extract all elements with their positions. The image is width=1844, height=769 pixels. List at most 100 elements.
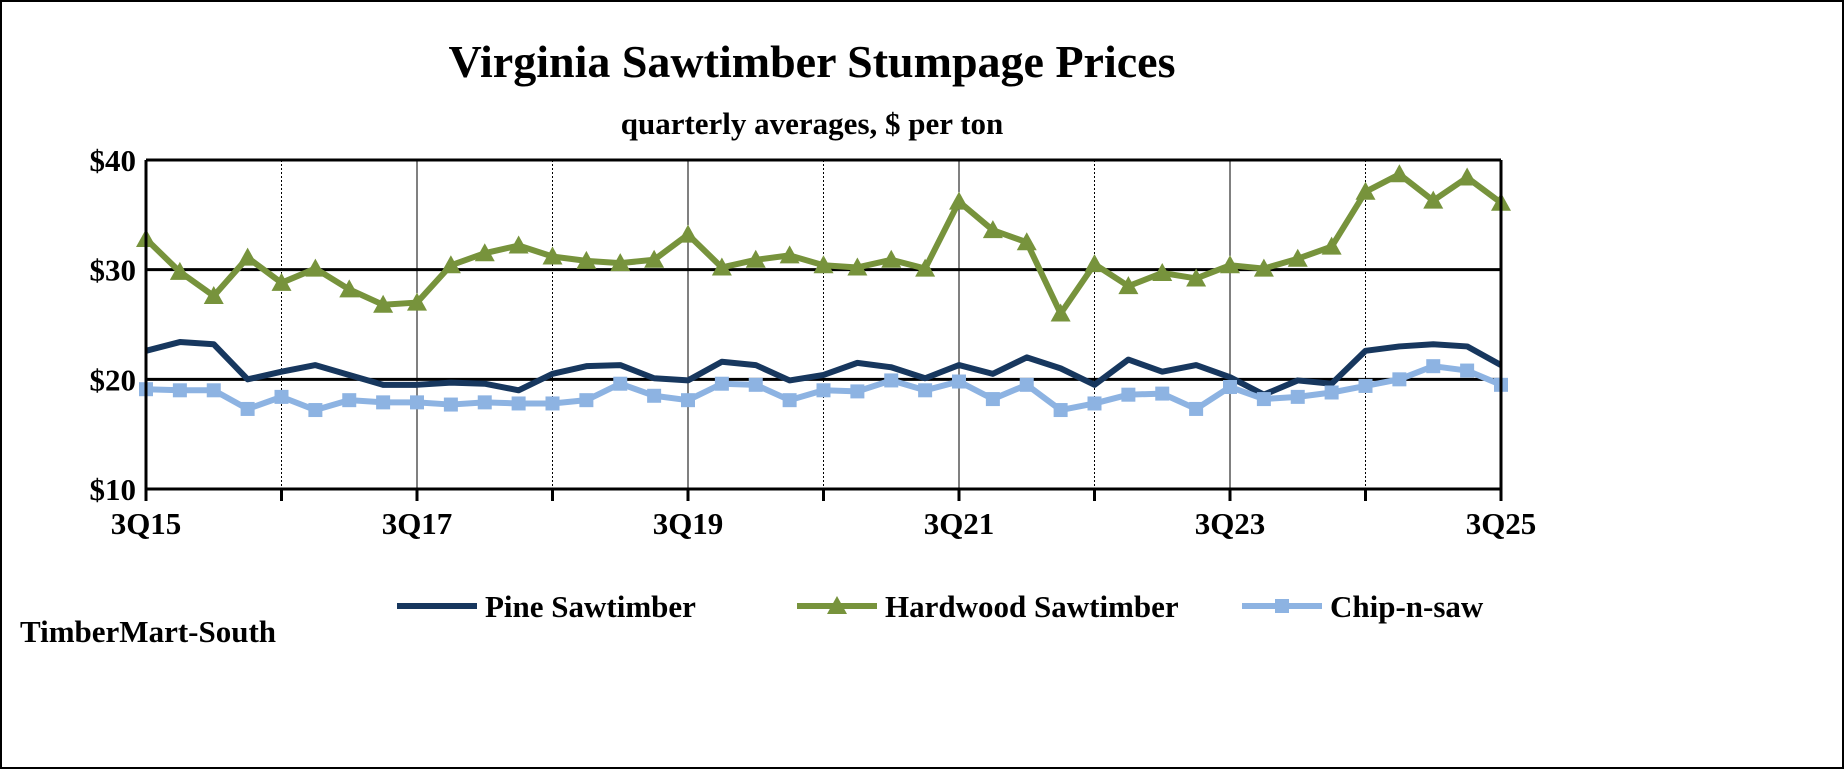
square-marker	[1324, 385, 1339, 400]
triangle-marker	[1253, 258, 1274, 277]
x-tick-label: 3Q17	[382, 506, 453, 541]
triangle-marker	[711, 257, 732, 276]
source-label: TimberMart-South	[20, 614, 276, 649]
x-tick-label: 3Q15	[111, 506, 182, 541]
triangle-marker	[1321, 236, 1342, 255]
triangle-marker	[1050, 303, 1071, 322]
legend-item: Hardwood Sawtimber	[797, 589, 1179, 624]
triangle-marker	[745, 249, 766, 268]
square-marker	[545, 396, 560, 411]
triangle-marker	[576, 250, 597, 269]
square-marker	[985, 392, 1000, 407]
triangle-marker	[1084, 254, 1105, 273]
square-marker	[308, 403, 323, 418]
triangle-marker	[542, 246, 563, 265]
x-tick-label: 3Q25	[1466, 506, 1537, 541]
triangle-marker	[982, 220, 1003, 239]
triangle-marker	[881, 249, 902, 268]
square-marker	[1392, 372, 1407, 387]
square-marker	[1155, 386, 1170, 401]
square-marker	[816, 383, 831, 398]
triangle-marker	[1389, 164, 1410, 183]
legend-item: Chip-n-saw	[1242, 589, 1484, 624]
legend-label: Hardwood Sawtimber	[885, 589, 1179, 624]
square-marker	[1275, 599, 1289, 613]
square-marker	[884, 373, 899, 388]
square-marker	[918, 383, 933, 398]
triangle-marker	[827, 596, 847, 614]
square-marker	[613, 376, 628, 391]
triangle-marker	[339, 279, 360, 298]
triangle-marker	[1457, 167, 1478, 186]
square-marker	[782, 393, 797, 408]
triangle-marker	[203, 285, 224, 304]
square-marker	[647, 388, 662, 403]
triangle-marker	[1220, 255, 1240, 274]
square-marker	[410, 395, 424, 410]
y-tick-label: $40	[90, 143, 137, 178]
triangle-marker	[305, 258, 326, 277]
x-tick-label: 3Q19	[653, 506, 724, 541]
square-marker	[714, 376, 729, 391]
triangle-marker	[644, 249, 665, 268]
triangle-marker	[610, 253, 631, 272]
triangle-marker	[949, 191, 969, 210]
square-marker	[376, 395, 391, 410]
square-marker	[748, 377, 763, 392]
triangle-marker	[1016, 232, 1037, 251]
y-tick-label: $20	[90, 362, 137, 397]
square-marker	[1019, 377, 1034, 392]
square-marker	[1358, 378, 1373, 393]
y-tick-label: $30	[90, 253, 137, 288]
triangle-marker	[847, 257, 868, 276]
triangle-marker	[271, 272, 292, 291]
triangle-marker	[169, 261, 190, 280]
chart-title: Virginia Sawtimber Stumpage Prices	[449, 36, 1176, 87]
square-marker	[579, 393, 594, 408]
legend-label: Pine Sawtimber	[485, 589, 696, 624]
square-marker	[240, 401, 255, 416]
series-hardwood-sawtimber	[136, 164, 1511, 322]
legend-label: Chip-n-saw	[1330, 589, 1484, 624]
square-marker	[172, 383, 187, 398]
square-marker	[206, 383, 221, 398]
square-marker	[511, 396, 526, 411]
square-marker	[1426, 359, 1441, 374]
triangle-marker	[1423, 190, 1444, 209]
square-marker	[850, 384, 865, 399]
square-marker	[952, 374, 966, 389]
square-marker	[1460, 363, 1475, 378]
square-marker	[274, 389, 289, 404]
triangle-marker	[1287, 248, 1308, 267]
series-chip-n-saw	[139, 359, 1508, 418]
triangle-marker	[237, 247, 258, 266]
square-marker	[1121, 387, 1136, 402]
triangle-marker	[779, 245, 800, 264]
x-tick-label: 3Q21	[924, 506, 995, 541]
square-marker	[681, 393, 695, 408]
y-tick-label: $10	[90, 472, 137, 507]
triangle-marker	[678, 224, 698, 243]
triangle-marker	[373, 294, 394, 313]
square-marker	[477, 395, 492, 410]
series-pine-sawtimber	[145, 339, 1503, 398]
square-marker	[1189, 401, 1204, 416]
triangle-marker	[915, 258, 936, 277]
square-marker	[342, 393, 357, 408]
square-marker	[1087, 396, 1102, 411]
triangle-marker	[1355, 181, 1376, 200]
triangle-marker	[508, 235, 529, 254]
square-marker	[1223, 380, 1237, 395]
square-marker	[443, 397, 458, 412]
legend-item: Pine Sawtimber	[397, 589, 696, 624]
square-marker	[1053, 403, 1068, 418]
triangle-marker	[474, 243, 495, 262]
series-line	[145, 339, 1503, 398]
square-marker	[1256, 392, 1271, 407]
triangle-marker	[407, 292, 427, 311]
chart-subtitle: quarterly averages, $ per ton	[621, 106, 1004, 141]
triangle-marker	[1118, 276, 1139, 295]
x-tick-label: 3Q23	[1195, 506, 1266, 541]
triangle-marker	[440, 255, 461, 274]
